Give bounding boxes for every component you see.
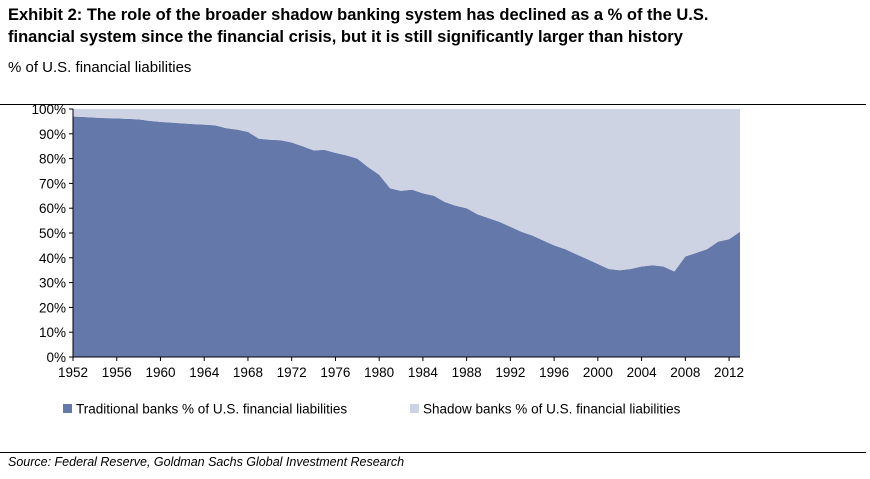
bottom-divider [0,452,866,453]
source-note: Source: Federal Reserve, Goldman Sachs G… [8,455,405,469]
y-tick-label: 90% [39,127,66,142]
series-area-shadow-banks [73,109,740,272]
x-tick-label: 1952 [58,365,88,380]
x-tick-label: 1960 [145,365,175,380]
y-tick-label: 40% [39,251,66,266]
top-divider [0,104,866,105]
y-tick-label: 50% [39,226,66,241]
legend-label-shadow-banks: Shadow banks % of U.S. financial liabili… [423,402,681,417]
legend-swatch-shadow-banks [410,404,419,413]
chart-title: Exhibit 2: The role of the broader shado… [8,4,866,48]
y-tick-label: 60% [39,201,66,216]
chart-title-line-1: Exhibit 2: The role of the broader shado… [8,6,709,24]
x-tick-label: 1964 [189,365,220,380]
x-tick-label: 1984 [408,365,439,380]
x-tick-label: 1968 [233,365,263,380]
y-tick-label: 20% [39,300,66,315]
series-area-traditional-banks [73,116,740,357]
x-tick-label: 1992 [495,365,525,380]
y-tick-label: 30% [39,276,66,291]
y-tick-label: 80% [39,152,66,167]
chart-subtitle: % of U.S. financial liabilities [8,59,192,76]
x-tick-label: 1988 [452,365,482,380]
x-tick-label: 1996 [539,365,569,380]
x-tick-label: 1976 [320,365,350,380]
x-tick-label: 1972 [277,365,307,380]
y-tick-label: 0% [46,350,66,365]
x-tick-label: 2012 [714,365,744,380]
y-tick-label: 10% [39,325,66,340]
x-tick-label: 2004 [627,365,658,380]
y-tick-label: 70% [39,176,66,191]
x-tick-label: 1956 [102,365,132,380]
chart-title-line-2: financial system since the financial cri… [8,28,683,46]
x-tick-label: 2000 [583,365,613,380]
x-tick-label: 2008 [670,365,700,380]
legend-swatch-traditional-banks [63,404,72,413]
legend-label-traditional-banks: Traditional banks % of U.S. financial li… [76,402,347,417]
x-tick-label: 1980 [364,365,394,380]
y-tick-label: 100% [31,102,66,117]
